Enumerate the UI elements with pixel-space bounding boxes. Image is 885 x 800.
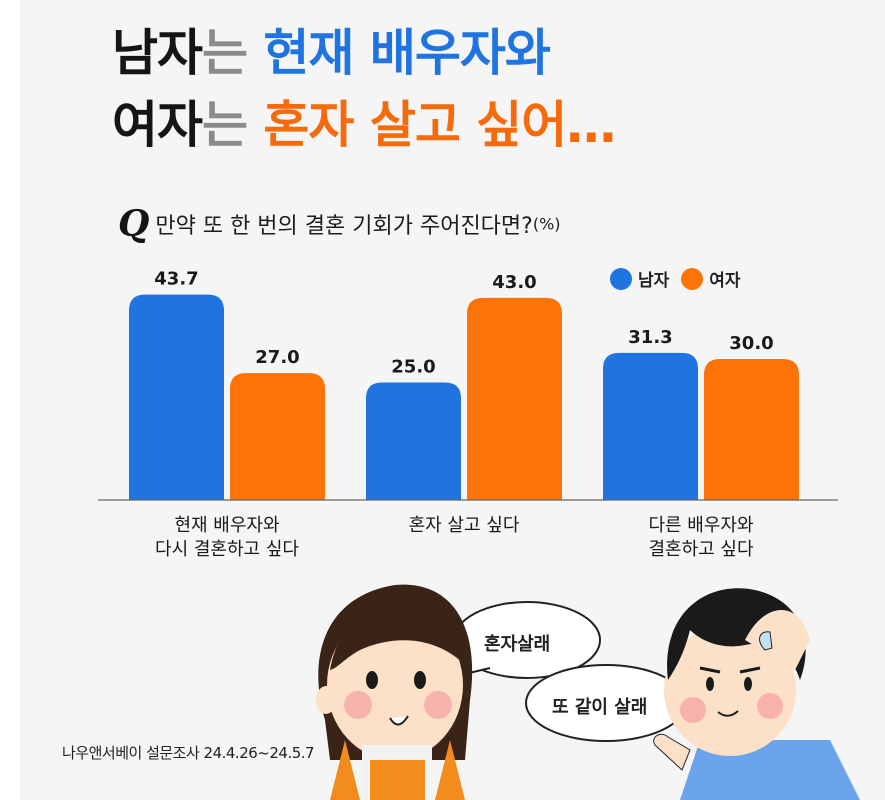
data-label-female-0: 27.0: [255, 347, 299, 368]
bar-male-2: [603, 352, 698, 500]
legend-swatch-male: [610, 267, 632, 290]
question-mark-label: Q: [118, 203, 150, 245]
category-label-1-line-0: 혼자 살고 싶다: [409, 515, 520, 536]
data-label-female-1: 43.0: [492, 272, 536, 293]
data-label-male-0: 43.7: [154, 269, 198, 290]
headline-line-2: 여자는 혼자 살고 싶어…: [112, 96, 616, 154]
headline-particle-male: 는: [202, 24, 248, 82]
man-character-icon: [653, 588, 860, 800]
headline-subject-female: 여자: [112, 96, 203, 154]
bar-female-2: [704, 359, 799, 500]
headline-line-1: 남자는 현재 배우자와: [112, 24, 551, 82]
data-label-male-2: 31.3: [628, 327, 672, 348]
legend-label-male: 남자: [638, 271, 670, 291]
category-label-2-line-0: 다른 배우자와: [648, 515, 753, 536]
speech-text-1: 혼자살래: [484, 634, 551, 655]
legend-label-female: 여자: [709, 271, 741, 291]
headline-highlight-female: 혼자 살고 싶어…: [263, 96, 616, 154]
speech-text-2: 또 같이 살래: [552, 697, 648, 718]
bar-male-0: [129, 294, 224, 500]
question-text: 만약 또 한 번의 결혼 기회가 주어진다면?: [155, 214, 533, 239]
data-label-male-1: 25.0: [391, 357, 435, 378]
woman-character-icon: [316, 584, 473, 800]
bar-female-0: [230, 373, 325, 500]
legend-item-female: 여자: [681, 266, 741, 291]
category-label-0-line-0: 현재 배우자와: [174, 515, 279, 536]
data-label-female-2: 30.0: [729, 333, 773, 354]
chart-legend: 남자 여자: [610, 266, 753, 291]
bar-female-1: [467, 297, 562, 500]
survey-source-credit: 나우앤서베이 설문조사 24.4.26~24.5.7: [62, 744, 315, 762]
headline-highlight-male: 현재 배우자와: [263, 24, 550, 82]
headline-particle-female: 는: [202, 96, 248, 154]
bar-male-1: [366, 382, 461, 500]
category-label-2-line-1: 결혼하고 싶다: [648, 539, 754, 560]
legend-swatch-female: [681, 267, 704, 290]
category-label-0-line-1: 다시 결혼하고 싶다: [155, 539, 299, 560]
headline-subject-male: 남자: [112, 24, 203, 82]
question-unit: (%): [532, 214, 561, 234]
legend-item-male: 남자: [610, 266, 669, 291]
survey-question: Q 만약 또 한 번의 결혼 기회가 주어진다면?(%): [118, 203, 561, 245]
